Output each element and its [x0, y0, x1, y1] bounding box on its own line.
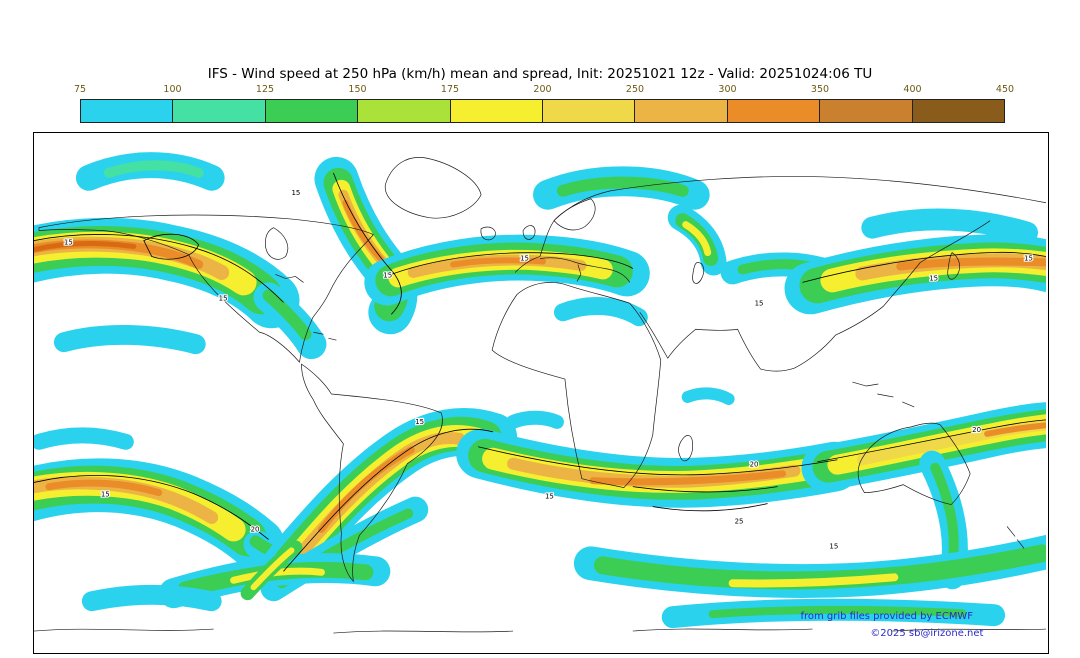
coastline-hudson-bay [265, 227, 289, 260]
colorbar-tick-label: 450 [995, 84, 1015, 95]
contour-label: 15 [101, 491, 110, 499]
coastline-madagascar [678, 435, 694, 462]
coastlines [34, 157, 1046, 634]
coastline-caribbean [313, 331, 337, 341]
colorbar-segment [635, 100, 728, 122]
colorbar-segment [173, 100, 266, 122]
coastline-indonesia [852, 381, 915, 408]
colorbar-segment [543, 100, 636, 122]
coastline-great-lakes [275, 274, 304, 283]
colorbar-segment [912, 100, 1005, 122]
coastline-australia [857, 422, 971, 505]
colorbar-tick-labels: 75 100 125 150 175 200 250 300 350 400 450 [74, 84, 1014, 97]
world-wind-map: 15 15 15 15 15 15 15 15 15 15 20 15 20 25 15 20 from gr… [34, 152, 1046, 639]
contour-label: 15 [829, 542, 838, 550]
colorbar-tick-label: 150 [348, 84, 367, 95]
colorbar-tick-label: 250 [625, 84, 645, 95]
coastline-britain [522, 225, 536, 240]
spread-contours [34, 172, 1046, 572]
coastline-greenland [384, 157, 482, 219]
contour-label: 15 [1024, 255, 1033, 263]
coastline-iceland [480, 226, 496, 241]
chart-title: IFS - Wind speed at 250 hPa (km/h) mean … [207, 66, 873, 82]
contour-label: 15 [545, 493, 554, 501]
coastline-south-america [301, 363, 443, 583]
coastline-caspian [692, 262, 705, 284]
colorbar-segments [80, 99, 1005, 123]
coastline-africa [491, 282, 662, 489]
colorbar-segment [727, 100, 821, 122]
colorbar-segment [450, 100, 544, 122]
colorbar-segment [820, 100, 913, 122]
contour-labels: 15 15 15 15 15 15 15 15 15 15 20 15 20 25 15 20 [63, 188, 1034, 552]
colorbar-segment [81, 100, 174, 122]
colorbar-tick-label: 75 [73, 84, 87, 95]
colorbar: 75 100 125 150 175 200 250 300 350 400 450 [74, 84, 1014, 126]
contour-label: 15 [64, 239, 73, 247]
colorbar-tick-label: 400 [903, 84, 922, 95]
colorbar-tick-label: 100 [163, 84, 182, 95]
contour-label: 15 [520, 255, 529, 263]
contour-label: 20 [251, 525, 260, 533]
credit-author: ©2025 sb@irizone.net [870, 628, 983, 639]
colorbar-segment [358, 100, 451, 122]
contour-label: 15 [291, 189, 300, 197]
contour-label: 15 [383, 271, 392, 279]
coastline-europe [514, 190, 611, 273]
contour-label: 25 [735, 517, 744, 525]
coastline-mediterranean [539, 257, 631, 283]
coastline-new-zealand [1006, 526, 1025, 549]
colorbar-tick-label: 175 [440, 84, 460, 95]
colorbar-segment [265, 100, 359, 122]
contour-label: 15 [415, 418, 424, 426]
map-frame: 15 15 15 15 15 15 15 15 15 15 20 15 20 25 15 20 from gr… [33, 132, 1049, 654]
contour-label: 15 [219, 294, 228, 302]
colorbar-tick-label: 350 [810, 84, 830, 95]
coastline-italy [576, 264, 582, 282]
colorbar-tick-label: 125 [255, 84, 275, 95]
coastline-asia-north [610, 176, 1046, 204]
coastline-scandinavia [553, 198, 596, 231]
coastline-north-america [38, 214, 374, 363]
colorbar-tick-label: 300 [718, 84, 737, 95]
contour-label: 20 [972, 426, 981, 434]
contour-label: 15 [755, 299, 764, 307]
contour-label: 15 [929, 274, 938, 282]
colorbar-tick-label: 200 [533, 84, 552, 95]
coastline-asia-east-south [639, 220, 991, 372]
coastline-antarctica [34, 628, 1046, 634]
contour-label: 20 [750, 461, 759, 469]
jet-stream-bands [34, 152, 1046, 629]
coastline-japan [947, 252, 960, 280]
credit-ecmwf: from grib files provided by ECMWF [800, 611, 973, 622]
